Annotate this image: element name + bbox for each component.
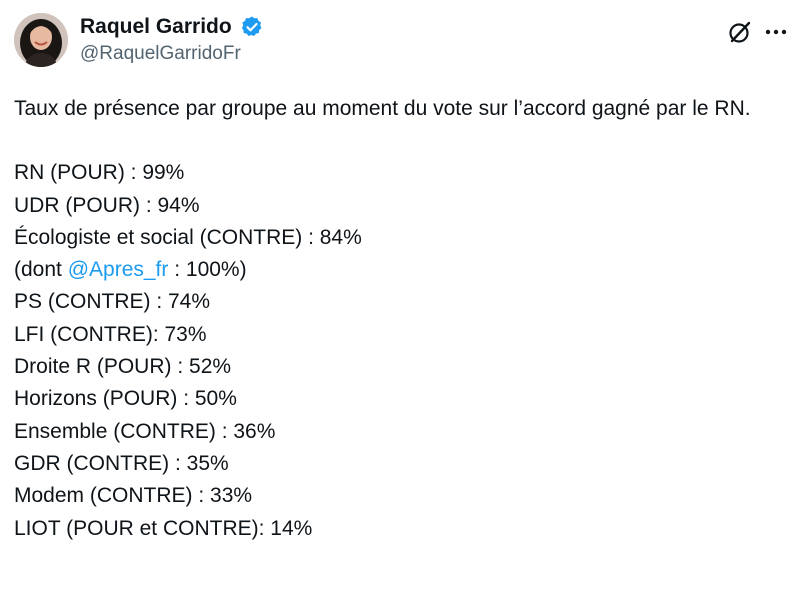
list-item: Modem (CONTRE) : 33% bbox=[14, 484, 253, 508]
list-item-dont: (dont @Apres_fr : 100%) bbox=[14, 254, 790, 286]
list-item: LFI (CONTRE): 73% bbox=[14, 322, 207, 346]
dont-suffix: : 100%) bbox=[168, 258, 247, 282]
more-dots-icon[interactable] bbox=[762, 20, 790, 44]
avatar-photo-icon bbox=[14, 13, 68, 67]
list-item: Droite R (POUR) : 52% bbox=[14, 355, 232, 379]
list-item: GDR (CONTRE) : 35% bbox=[14, 451, 229, 475]
tweet-header: Raquel Garrido @RaquelGarridoFr bbox=[0, 0, 800, 80]
list-item: Ensemble (CONTRE) : 36% bbox=[14, 419, 276, 443]
tweet-text: Taux de présence par groupe au moment du… bbox=[14, 93, 790, 545]
list-item: RN (POUR) : 99% bbox=[14, 161, 185, 185]
author-handle[interactable]: @RaquelGarridoFr bbox=[80, 43, 241, 64]
dont-prefix: (dont bbox=[14, 258, 68, 282]
grok-icon[interactable] bbox=[726, 18, 754, 46]
list-item: UDR (POUR) : 94% bbox=[14, 193, 200, 217]
list-item: LIOT (POUR et CONTRE): 14% bbox=[14, 516, 313, 540]
author-display-name[interactable]: Raquel Garrido bbox=[80, 15, 232, 38]
line-break bbox=[14, 125, 790, 157]
mention-link[interactable]: @Apres_fr bbox=[67, 258, 169, 282]
tweet-intro: Taux de présence par groupe au moment du… bbox=[14, 97, 751, 120]
verified-badge-icon bbox=[240, 15, 264, 39]
list-item: PS (CONTRE) : 74% bbox=[14, 290, 211, 314]
avatar[interactable] bbox=[14, 13, 68, 67]
list-item: Écologiste et social (CONTRE) : 84% bbox=[14, 225, 362, 249]
list-item: Horizons (POUR) : 50% bbox=[14, 387, 237, 411]
author-block[interactable]: Raquel Garrido @RaquelGarridoFr bbox=[80, 14, 264, 66]
